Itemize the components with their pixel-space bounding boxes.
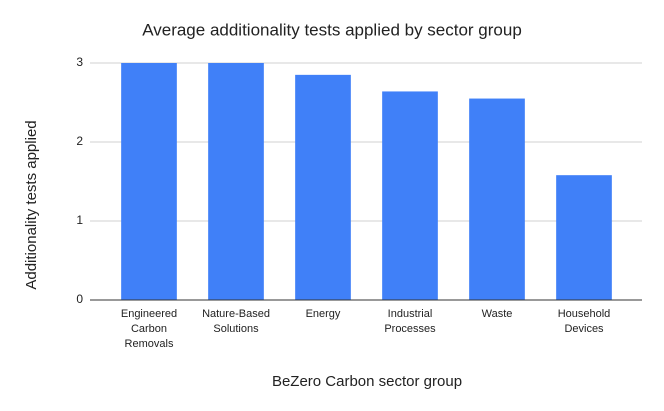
- y-tick-label: 0: [76, 292, 83, 306]
- bar: [121, 63, 177, 300]
- bar: [382, 91, 438, 300]
- chart-title: Average additionality tests applied by s…: [142, 20, 522, 39]
- x-tick-label: Industrial Processes: [384, 308, 436, 335]
- bar: [556, 175, 612, 300]
- x-tick-label: Waste: [482, 308, 513, 320]
- y-tick-label: 1: [76, 213, 83, 227]
- x-tick-label: Engineered Carbon Removals: [121, 308, 177, 350]
- x-tick-label: Household Devices: [558, 308, 611, 335]
- x-tick-label: Energy: [306, 308, 341, 320]
- bar: [295, 74, 351, 300]
- y-tick-label: 3: [76, 55, 83, 69]
- y-axis-label: Additionality tests applied: [23, 120, 40, 289]
- y-tick-label: 2: [76, 134, 83, 148]
- x-tick-label: Nature-Based Solutions: [202, 308, 270, 335]
- bar: [208, 63, 264, 300]
- bar: [469, 98, 525, 300]
- x-axis-label: BeZero Carbon sector group: [272, 373, 462, 390]
